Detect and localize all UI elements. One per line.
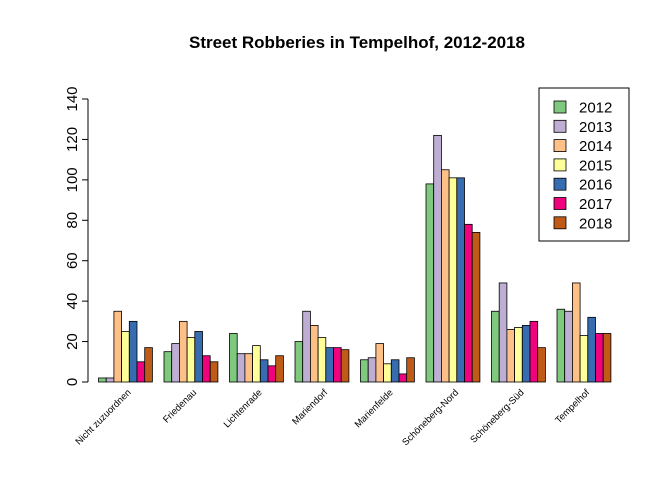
bar: [537, 347, 546, 383]
bar: [171, 343, 180, 383]
legend-swatch: [553, 158, 567, 172]
bar: [595, 333, 604, 383]
bar: [209, 361, 219, 383]
bar: [128, 320, 138, 383]
bar: [602, 333, 612, 383]
bar: [325, 347, 334, 383]
legend-swatch: [553, 100, 567, 114]
bars-group: [98, 134, 612, 383]
chart-title: Street Robberies in Tempelhof, 2012-2018: [189, 33, 525, 52]
bar: [529, 320, 539, 383]
bar: [456, 177, 465, 383]
x-tick-label: Lichtenrade: [222, 387, 265, 430]
y-tick-label: 120: [64, 127, 81, 152]
x-tick-label: Marienfelde: [353, 387, 396, 430]
bar: [105, 377, 115, 383]
bar: [121, 331, 130, 383]
bar: [302, 310, 311, 383]
bar: [556, 308, 566, 383]
bar: [514, 327, 523, 383]
bar: [521, 324, 531, 383]
bar: [340, 349, 350, 383]
bar: [433, 134, 442, 383]
legend-label: 2017: [579, 196, 612, 213]
x-tick-label: Schöneberg-Süd: [468, 387, 526, 445]
bar: [294, 341, 304, 383]
y-tick-label: 140: [64, 86, 81, 111]
legend-label: 2018: [579, 215, 612, 232]
bar: [572, 282, 581, 383]
x-axis-labels: Nicht zuzuordnen Friedenau Lichtenrade Mari…: [74, 387, 593, 448]
bar: [317, 337, 327, 383]
x-tick-label: Tempelhof: [553, 387, 592, 426]
bar: [98, 377, 107, 383]
bar: [367, 357, 377, 383]
y-tick-label: 0: [64, 378, 81, 386]
bar: [275, 355, 284, 383]
legend-swatch: [553, 139, 567, 153]
legend-swatch: [553, 197, 567, 210]
bar: [202, 355, 211, 383]
y-tick-label: 40: [64, 293, 81, 310]
y-tick-label: 80: [64, 212, 81, 229]
bar: [194, 331, 203, 383]
bar: [375, 343, 384, 383]
x-tick-label: Schöneberg-Nord: [400, 387, 461, 448]
bar: [498, 282, 508, 383]
legend-swatch: [553, 119, 567, 133]
bar: [259, 359, 269, 383]
bar: [136, 361, 146, 383]
legend-label: 2013: [579, 119, 612, 136]
bar: [398, 373, 408, 383]
bar: [360, 359, 369, 383]
bar: [506, 329, 515, 383]
y-axis: 0 20 40 60 80 100 120 140: [64, 86, 89, 386]
legend-label: 2012: [579, 100, 612, 117]
legend-label: 2015: [579, 157, 612, 174]
bar: [163, 351, 173, 383]
y-tick-label: 100: [64, 167, 81, 192]
bar: [383, 363, 392, 383]
x-tick-label: Nicht zuzuordnen: [74, 387, 134, 447]
legend-label: 2016: [579, 177, 612, 194]
bar: [464, 223, 473, 383]
bar: [113, 310, 123, 383]
bar: [229, 333, 238, 383]
bar: [236, 353, 246, 383]
bar: [178, 320, 188, 383]
bar: [440, 169, 450, 383]
bar: [144, 347, 153, 383]
bar: [390, 359, 400, 383]
bar: [564, 310, 573, 383]
bar: [471, 232, 481, 383]
legend: 2012 2013 2014 2015 2016 2017 2018: [538, 87, 630, 242]
legend-label: 2014: [579, 138, 612, 155]
x-tick-label: Friedenau: [161, 387, 199, 425]
bar: [406, 357, 415, 383]
bar: [587, 316, 596, 383]
bar: [252, 345, 261, 383]
y-tick-label: 60: [64, 252, 81, 269]
bar: [425, 183, 435, 383]
legend-swatch: [553, 177, 567, 191]
bar: [333, 347, 342, 383]
legend-swatch: [553, 216, 567, 230]
bar: [491, 310, 500, 383]
x-tick-label: Mariendorf: [290, 387, 330, 427]
bar: [309, 324, 319, 383]
bar: [244, 353, 253, 383]
bar: [579, 335, 589, 383]
bar: [448, 177, 458, 383]
bar: [267, 365, 277, 383]
bar: [186, 337, 196, 383]
y-tick-label: 20: [64, 333, 81, 350]
